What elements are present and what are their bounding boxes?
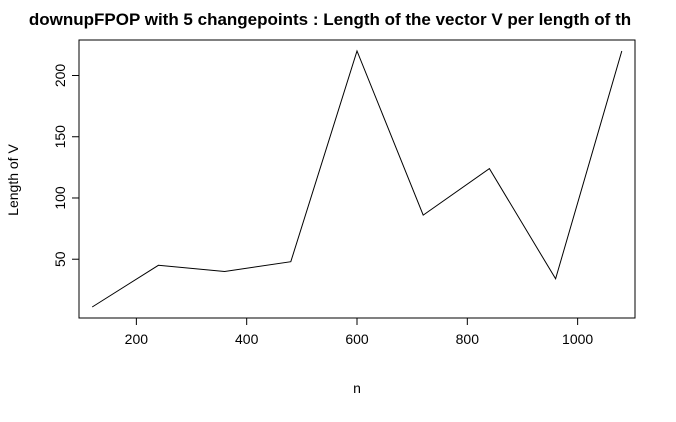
x-axis-label: n [353,380,361,396]
plot-area: 200 400 600 800 1000 50 100 150 200 [52,40,635,347]
x-tick-label: 200 [125,331,149,347]
plot-frame [79,40,635,318]
chart-title: downupFPOP with 5 changepoints : Length … [29,10,631,29]
x-tick-label: 800 [456,331,480,347]
y-tick-label: 100 [52,186,68,210]
y-tick-label: 50 [52,251,68,267]
x-tick-label: 600 [345,331,369,347]
y-tick-label: 200 [52,64,68,88]
x-tick-label: 400 [235,331,259,347]
series-line [92,51,622,307]
x-tick-label: 1000 [562,331,593,347]
y-tick-label: 150 [52,125,68,149]
y-axis-label: Length of V [5,144,21,216]
